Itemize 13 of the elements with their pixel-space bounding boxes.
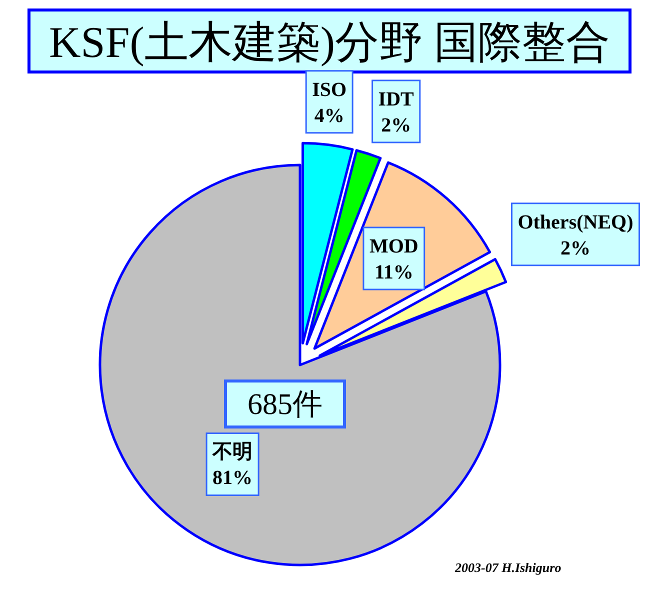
slice-label: 不明 (212, 441, 253, 464)
slice-label: MOD (369, 235, 418, 258)
data-label: 4% (314, 104, 344, 127)
slice-label: IDT (378, 88, 415, 110)
data-label: 2% (381, 114, 412, 136)
data-label: 81% (212, 467, 253, 490)
data-label: 11% (374, 261, 414, 284)
chart-title: KSF(土木建築)分野 国際整合 (48, 18, 610, 67)
text: 2003-07 H.Ishiguro (454, 560, 562, 575)
slice-label: Others(NEQ) (518, 211, 634, 234)
text: 685件 (248, 388, 322, 421)
data-label: 2% (560, 237, 591, 260)
slice-label: ISO (312, 78, 347, 101)
